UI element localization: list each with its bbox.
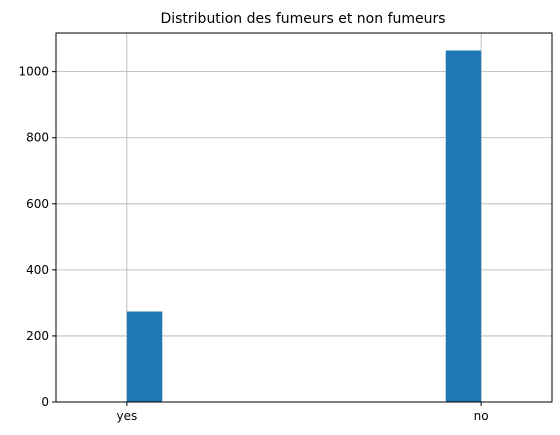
- x-axis-ticks: yes no: [116, 402, 489, 423]
- y-tick-label-1: 200: [26, 329, 49, 343]
- plot-frame: [55, 32, 553, 403]
- y-tick-label-3: 600: [26, 197, 49, 211]
- y-tick-label-4: 800: [26, 131, 49, 145]
- x-tick-label-yes: yes: [116, 409, 137, 423]
- y-tick-label-2: 400: [26, 263, 49, 277]
- y-tick-label-0: 0: [41, 395, 49, 409]
- bar-no: [445, 50, 482, 402]
- y-axis-ticks: 0 200 400 600 800 1000: [18, 65, 56, 409]
- y-tick-label-5: 1000: [18, 65, 49, 79]
- x-tick-label-no: no: [474, 409, 489, 423]
- bar-yes: [126, 311, 163, 402]
- axes: [55, 32, 553, 403]
- bars: [126, 50, 482, 402]
- chart-title: Distribution des fumeurs et non fumeurs: [160, 11, 445, 27]
